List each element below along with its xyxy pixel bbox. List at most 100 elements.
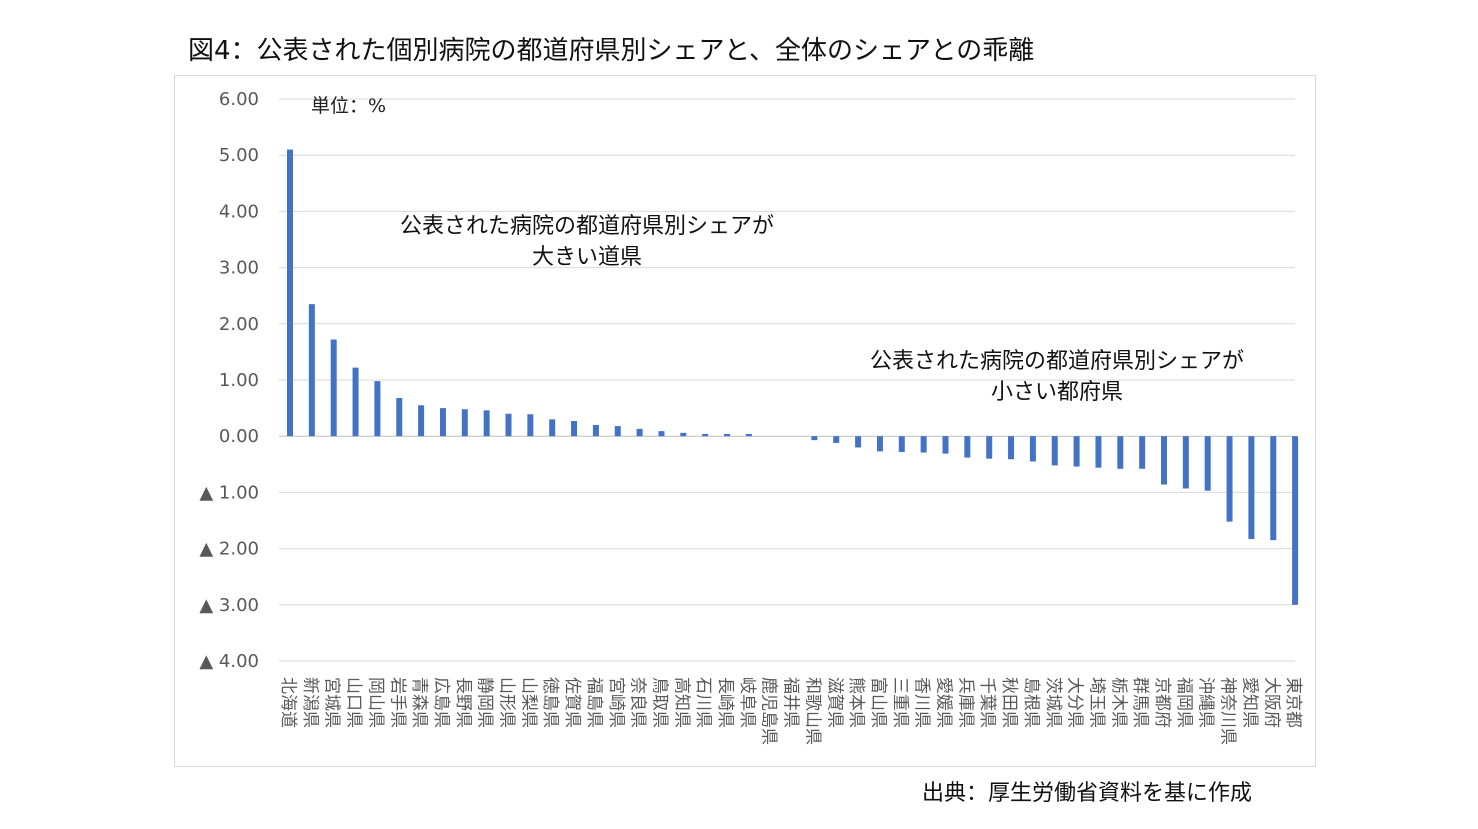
x-tick-label: 広島県 bbox=[431, 677, 451, 728]
bar bbox=[1292, 436, 1299, 605]
x-tick-label: 長崎県 bbox=[715, 677, 735, 728]
x-tick-label: 福島県 bbox=[584, 677, 604, 728]
annotation: 公表された病院の都道府県別シェアが大きい道県 bbox=[400, 214, 774, 270]
x-tick-label: 茨城県 bbox=[1043, 677, 1063, 728]
bar bbox=[1248, 436, 1255, 540]
bar-chart: 6.00 5.00 4.00 3.00 2.00 1.00 0.00 ▲ 1.00 ▲ 2.00… bbox=[199, 89, 1303, 745]
x-tick-label: 新潟県 bbox=[300, 677, 320, 728]
x-tick-label: 北海道 bbox=[278, 677, 298, 728]
bar bbox=[1008, 436, 1015, 460]
x-tick-label: 香川県 bbox=[912, 677, 932, 728]
bar bbox=[352, 367, 359, 437]
bar bbox=[1270, 436, 1277, 541]
x-tick-label: 山形県 bbox=[497, 677, 517, 728]
x-tick-label: 和歌山県 bbox=[802, 677, 822, 745]
x-tick-label: 奈良県 bbox=[628, 677, 648, 728]
x-tick-label: 山口県 bbox=[344, 677, 364, 728]
annotations: 公表された病院の都道府県別シェアが大きい道県公表された病院の都道府県別シェアが小… bbox=[400, 214, 1244, 405]
x-tick-label: 岡山県 bbox=[365, 677, 385, 728]
bar bbox=[680, 432, 687, 437]
bar bbox=[1073, 436, 1080, 467]
x-tick-label: 石川県 bbox=[693, 677, 713, 728]
bar bbox=[1095, 436, 1102, 468]
x-tick-label: 徳島県 bbox=[540, 677, 560, 728]
x-tick-label: 大分県 bbox=[1065, 677, 1085, 728]
y-tick-label: ▲ 4.00 bbox=[199, 651, 259, 672]
x-tick-label: 福井県 bbox=[781, 677, 801, 728]
x-tick-label: 宮城県 bbox=[322, 677, 342, 728]
x-tick-label: 青森県 bbox=[409, 677, 429, 728]
x-tick-label: 島根県 bbox=[1021, 677, 1041, 728]
y-tick-label: ▲ 3.00 bbox=[199, 595, 259, 616]
x-tick-label: 滋賀県 bbox=[824, 677, 844, 728]
bars bbox=[287, 149, 1299, 605]
bar bbox=[724, 433, 730, 437]
bar bbox=[549, 419, 556, 437]
bar bbox=[1204, 436, 1211, 491]
x-tick-label: 群馬県 bbox=[1130, 677, 1150, 728]
y-tick-label: ▲ 1.00 bbox=[199, 482, 259, 503]
x-tick-label: 長野県 bbox=[453, 677, 473, 728]
x-tick-label: 京都府 bbox=[1152, 677, 1172, 728]
bar bbox=[745, 433, 752, 437]
bar bbox=[614, 426, 621, 437]
x-tick-label: 沖縄県 bbox=[1196, 677, 1216, 728]
source-note: 出典：厚生労働省資料を基に作成 bbox=[922, 781, 1253, 806]
bar bbox=[986, 436, 993, 459]
bar bbox=[1117, 436, 1124, 469]
bar bbox=[1226, 436, 1233, 522]
x-tick-label: 熊本県 bbox=[846, 677, 866, 728]
x-tick-label: 愛知県 bbox=[1239, 677, 1259, 728]
x-tick-label: 神奈川県 bbox=[1218, 677, 1238, 745]
bar bbox=[1182, 436, 1189, 489]
x-tick-label: 東京都 bbox=[1283, 677, 1303, 728]
x-tick-label: 岩手県 bbox=[387, 677, 407, 728]
y-tick-label: 3.00 bbox=[219, 258, 259, 279]
x-tick-label: 宮崎県 bbox=[606, 677, 626, 728]
bar bbox=[330, 339, 337, 437]
bar bbox=[439, 408, 446, 437]
bar bbox=[942, 436, 949, 454]
bar bbox=[1051, 436, 1058, 466]
x-tick-label: 岐阜県 bbox=[737, 677, 757, 728]
bar bbox=[1161, 436, 1167, 485]
bar bbox=[1139, 436, 1146, 469]
bar bbox=[876, 436, 883, 452]
bar bbox=[811, 436, 818, 441]
unit-label: 単位：% bbox=[311, 95, 386, 117]
y-tick-label: 5.00 bbox=[219, 145, 259, 166]
x-tick-label: 千葉県 bbox=[977, 677, 997, 728]
bar bbox=[658, 431, 665, 437]
x-tick-label: 秋田県 bbox=[999, 677, 1019, 728]
bar bbox=[855, 436, 862, 448]
x-tick-label: 兵庫県 bbox=[955, 677, 975, 728]
x-tick-label: 埼玉県 bbox=[1086, 677, 1106, 728]
bar bbox=[636, 428, 643, 437]
bar bbox=[571, 421, 578, 437]
y-tick-label: ▲ 2.00 bbox=[199, 539, 259, 560]
bar bbox=[287, 149, 293, 437]
x-tick-label: 栃木県 bbox=[1108, 677, 1128, 728]
y-tick-label: 2.00 bbox=[219, 314, 259, 335]
bar bbox=[308, 304, 315, 437]
gridlines bbox=[279, 98, 1295, 662]
y-tick-label: 0.00 bbox=[219, 426, 259, 447]
bar bbox=[898, 436, 905, 452]
bar bbox=[964, 436, 971, 458]
x-tick-label: 山梨県 bbox=[518, 677, 538, 728]
x-tick-label: 鹿児島県 bbox=[759, 677, 779, 745]
bar bbox=[702, 433, 709, 437]
x-tick-label: 静岡県 bbox=[475, 677, 495, 728]
x-tick-label: 大阪府 bbox=[1261, 677, 1281, 728]
bar bbox=[461, 409, 468, 437]
bar bbox=[374, 381, 381, 437]
x-tick-label: 鳥取県 bbox=[649, 677, 669, 728]
x-tick-label: 愛媛県 bbox=[934, 677, 954, 728]
bar bbox=[1029, 436, 1036, 462]
x-tick-label: 福岡県 bbox=[1174, 677, 1194, 728]
bar bbox=[505, 413, 512, 437]
x-tick-label: 高知県 bbox=[671, 677, 691, 728]
x-tick-label: 三重県 bbox=[890, 677, 910, 728]
x-axis-labels: 北海道 新潟県 宮城県 山口県 岡山県 岩手県 青森県 広島県 長野県 静岡県 山形県 山梨県 徳島県佐… bbox=[278, 677, 1303, 745]
y-tick-label: 6.00 bbox=[219, 89, 259, 110]
